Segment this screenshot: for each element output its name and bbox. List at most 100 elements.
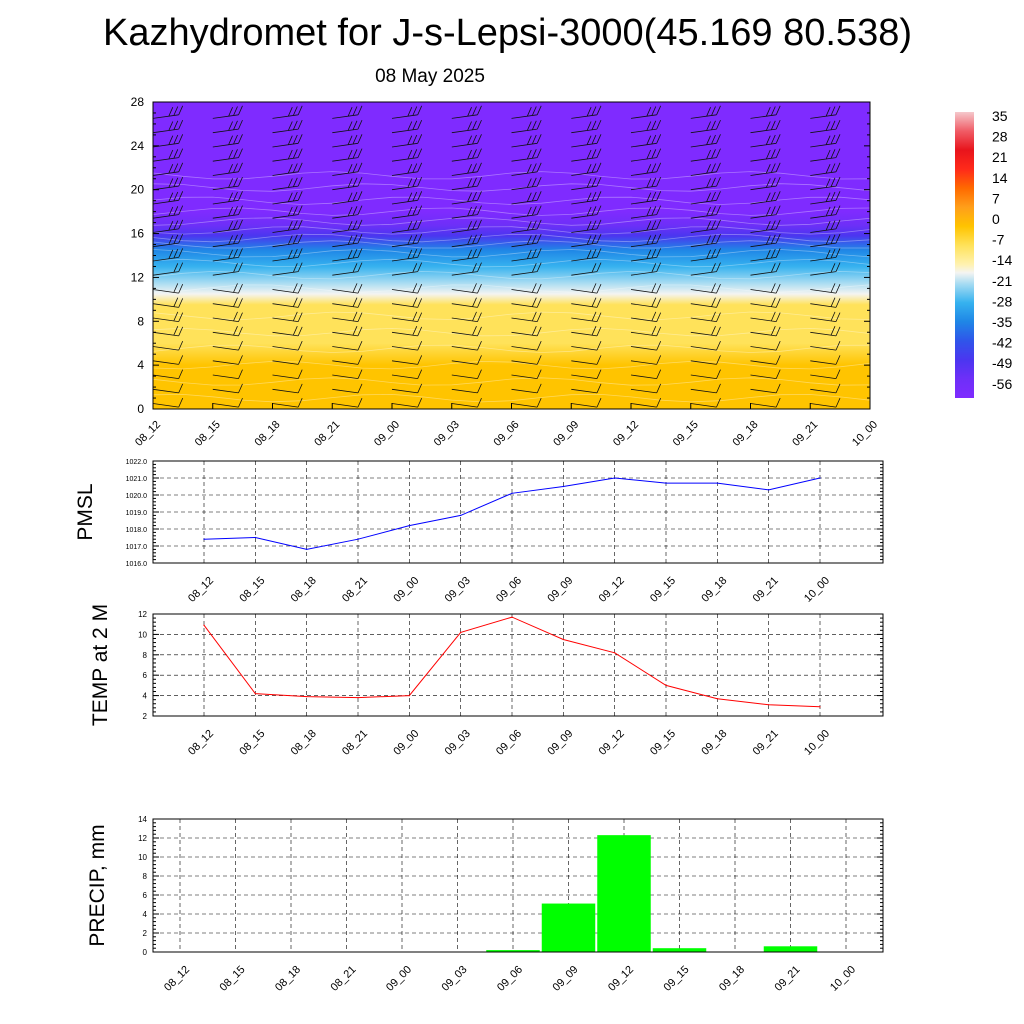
data-point	[562, 485, 564, 488]
wind-barb	[630, 311, 662, 322]
x-tick-label: 09_15	[662, 964, 692, 994]
wind-barb	[391, 355, 423, 365]
wind-barb	[451, 191, 482, 205]
data-point	[203, 538, 205, 540]
wind-barb	[391, 148, 423, 162]
wind-barb	[451, 326, 482, 337]
temperature-contour	[153, 377, 870, 386]
wind-barb	[332, 297, 363, 308]
wind-barb	[272, 311, 303, 322]
wind-barb	[571, 340, 602, 351]
wind-barb	[810, 311, 841, 322]
precip-bar	[763, 946, 818, 952]
wind-barb	[690, 205, 721, 219]
x-tick-label: 08_12	[186, 575, 216, 605]
wind-barb	[332, 219, 363, 233]
temperature-contour	[153, 240, 870, 249]
wind-barb	[212, 191, 243, 205]
data-point	[716, 698, 718, 700]
wind-barb	[750, 326, 781, 337]
data-point	[819, 477, 821, 479]
wind-barb	[869, 175, 870, 176]
wind-barb	[332, 176, 363, 191]
wind-barb	[153, 311, 184, 322]
y-tick-label: 16	[131, 227, 145, 241]
x-tick-label: 08_12	[162, 964, 192, 994]
wind-barb	[451, 105, 482, 119]
wind-barb	[451, 262, 482, 276]
wind-barb	[272, 205, 303, 219]
wind-barb	[332, 340, 363, 351]
colorbar-tick-label: 28	[992, 129, 1008, 145]
wind-barb	[451, 205, 482, 219]
data-point	[665, 482, 667, 484]
temperature-contour	[153, 258, 870, 268]
y-tick-label: 6	[143, 891, 148, 900]
x-tick-label: 08_21	[329, 964, 359, 994]
wind-barb	[332, 105, 363, 119]
wind-barb	[810, 297, 841, 308]
wind-barb	[332, 262, 363, 276]
wind-barb	[391, 283, 423, 294]
wind-barb	[571, 297, 602, 308]
wind-barb	[750, 383, 781, 394]
wind-barb	[869, 232, 870, 233]
x-tick-label: 09_00	[384, 964, 414, 994]
precip-bar	[652, 948, 707, 952]
x-tick-label: 08_12	[133, 419, 163, 449]
data-point	[460, 631, 462, 633]
wind-barb	[272, 176, 303, 191]
wind-barb	[690, 340, 721, 351]
x-tick-label: 10_00	[850, 419, 880, 449]
x-tick-label: 09_21	[790, 419, 820, 449]
wind-barb	[750, 355, 781, 365]
y-tick-label: 0	[143, 948, 148, 957]
data-point	[768, 704, 770, 706]
wind-barb	[451, 219, 482, 233]
wind-barb	[212, 340, 243, 351]
wind-barb	[511, 383, 542, 394]
x-tick-label: 09_21	[751, 728, 781, 758]
colorbar-tick-label: -21	[992, 273, 1012, 289]
x-tick-label: 09_18	[731, 419, 761, 449]
y-tick-label: 10	[138, 853, 147, 862]
wind-barb	[750, 369, 781, 379]
wind-barb	[869, 318, 870, 319]
temperature-contour	[153, 226, 870, 235]
y-tick-label: 28	[131, 95, 145, 109]
wind-barb	[451, 176, 482, 191]
wind-barb	[869, 189, 870, 190]
x-tick-label: 09_12	[597, 575, 627, 605]
wind-barb	[272, 105, 303, 119]
y-axis-label: TEMP at 2 M	[89, 604, 112, 726]
wind-barb	[153, 205, 184, 219]
data-point	[408, 525, 410, 527]
temp-2m-panel: 2 4 6 8 10 12 08_12 08_15 08_18 08_21 09_00 09_03 09…	[89, 604, 884, 758]
wind-barb	[451, 383, 482, 394]
wind-barb	[391, 297, 423, 308]
y-tick-label: 1020.0	[126, 493, 148, 500]
x-tick-label: 08_18	[289, 575, 319, 605]
data-point	[306, 548, 308, 551]
wind-barb	[571, 119, 602, 134]
wind-barb	[391, 205, 423, 219]
y-tick-label: 4	[143, 910, 148, 919]
y-tick-label: 1022.0	[126, 459, 148, 466]
wind-barb	[511, 162, 542, 176]
wind-barb	[750, 134, 781, 148]
wind-barb	[153, 340, 184, 351]
wind-barb	[391, 262, 423, 276]
wind-barb	[690, 176, 721, 191]
wind-barb	[571, 383, 602, 394]
wind-barb	[212, 397, 243, 408]
y-tick-label: 1016.0	[126, 561, 148, 568]
wind-barb	[810, 262, 841, 276]
wind-barb	[451, 162, 482, 176]
wind-barb	[869, 132, 870, 133]
wind-barb	[332, 326, 363, 337]
wind-barb	[690, 233, 721, 248]
wind-barb	[391, 340, 423, 351]
wind-barb	[810, 205, 841, 219]
colorbar-tick-label: -14	[992, 252, 1012, 268]
